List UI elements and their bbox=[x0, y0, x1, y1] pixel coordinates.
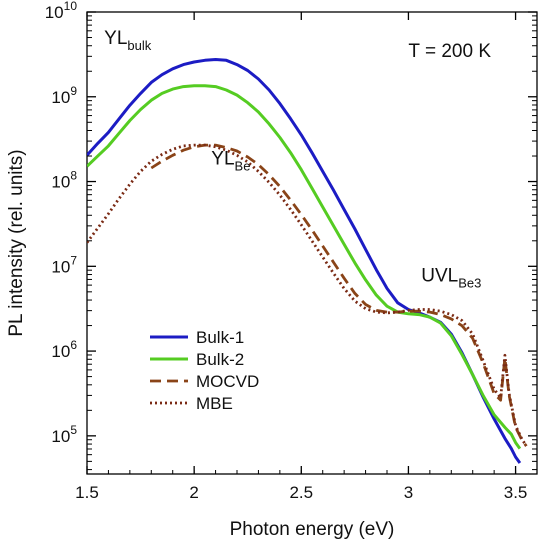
legend-label-mocvd: MOCVD bbox=[196, 372, 259, 391]
y-tick-label: 107 bbox=[51, 253, 77, 276]
x-tick-label: 2.5 bbox=[289, 483, 313, 502]
series-line-bulk-2 bbox=[87, 84, 522, 450]
annotation-ylbe: YLBe bbox=[211, 149, 250, 174]
y-tick-label: 108 bbox=[51, 169, 77, 192]
annotations: YLbulk YLBe UVLBe3 T = 200 K bbox=[104, 28, 491, 290]
series-line-mbe bbox=[87, 143, 528, 447]
plot-frame bbox=[86, 11, 538, 475]
y-tick-label: 1010 bbox=[45, 0, 78, 22]
y-axis: 105 106 107 108 109 1010 bbox=[45, 0, 537, 471]
x-tick-label: 1.5 bbox=[75, 483, 99, 502]
x-tick-label: 3.5 bbox=[504, 483, 528, 502]
legend-label-bulk-2: Bulk-2 bbox=[196, 350, 244, 369]
x-tick-label: 2 bbox=[189, 483, 198, 502]
annotation-ylbulk: YLbulk bbox=[104, 28, 152, 53]
y-axis-label: PL intensity (rel. units) bbox=[6, 149, 27, 336]
y-tick-label: 109 bbox=[51, 84, 77, 107]
legend-label-bulk-1: Bulk-1 bbox=[196, 328, 244, 347]
x-tick-label: 3 bbox=[404, 483, 413, 502]
y-tick-label: 105 bbox=[51, 423, 77, 446]
x-axis: 1.5 2 2.5 3 3.5 bbox=[75, 12, 538, 502]
series-layer bbox=[87, 58, 528, 464]
annotation-t-200-k: T = 200 K bbox=[408, 41, 491, 62]
y-tick-label: 106 bbox=[51, 338, 77, 361]
legend: Bulk-1 Bulk-2 MOCVD MBE bbox=[150, 328, 259, 413]
annotation-uvlbe3: UVLBe3 bbox=[421, 266, 481, 291]
x-axis-label: Photon energy (eV) bbox=[230, 519, 395, 540]
legend-label-mbe: MBE bbox=[196, 394, 233, 413]
